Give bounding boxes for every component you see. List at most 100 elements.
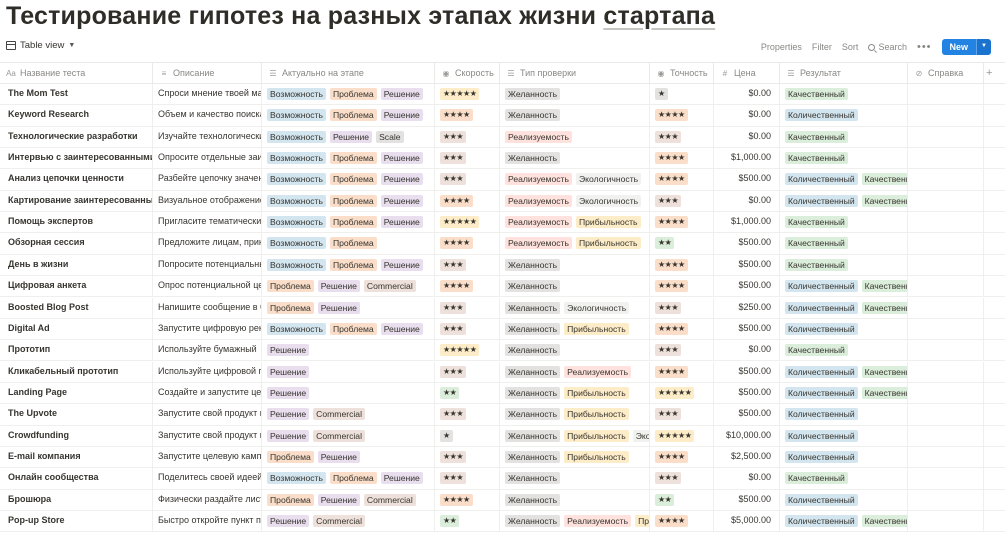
search-button[interactable]: Search — [868, 42, 907, 52]
cell-speed[interactable]: ★★★★ — [435, 276, 500, 298]
table-row[interactable]: Онлайн сообщества Поделитесь своей идеей В… — [0, 468, 1005, 490]
cell-stage[interactable]: Возможность Проблема Решение — [262, 105, 435, 127]
cell-price[interactable]: $500.00 — [714, 254, 780, 276]
new-dropdown-icon[interactable]: ▼ — [976, 39, 991, 55]
cell-stage[interactable]: Возможность Проблема Решение — [262, 468, 435, 490]
cell-name[interactable]: Анализ цепочки ценности — [0, 169, 153, 191]
cell-result[interactable]: Количественный — [780, 105, 908, 127]
cell-result[interactable]: Количественный — [780, 404, 908, 426]
cell-accuracy[interactable]: ★★★★ — [650, 105, 714, 127]
cell-name[interactable]: Помощь экспертов — [0, 212, 153, 234]
cell-result[interactable]: Качественный — [780, 340, 908, 362]
cell-price[interactable]: $0.00 — [714, 468, 780, 490]
cell-name[interactable]: The Upvote — [0, 404, 153, 426]
cell-accuracy[interactable]: ★★★ — [650, 190, 714, 212]
cell-description[interactable]: Попросите потенциальных — [153, 254, 262, 276]
cell-check-type[interactable]: Реализуемость Прибыльность — [500, 233, 650, 255]
cell-result[interactable]: КоличественныйКачественный — [780, 297, 908, 319]
cell-check-type[interactable]: Желанность — [500, 254, 650, 276]
cell-description[interactable]: Запустите целевую кампанию — [153, 446, 262, 468]
cell-check-type[interactable]: Реализуемость Экологичность — [500, 190, 650, 212]
cell-speed[interactable]: ★★ — [435, 511, 500, 532]
cell-speed[interactable]: ★★★ — [435, 254, 500, 276]
table-row[interactable]: Crowdfunding Запустите свой продукт на Реш… — [0, 425, 1005, 447]
cell-price[interactable]: $0.00 — [714, 84, 780, 105]
cell-description[interactable]: Спроси мнение твоей мамы — [153, 84, 262, 105]
cell-reference[interactable] — [908, 404, 984, 426]
table-row[interactable]: Кликабельный прототип Используйте цифрово… — [0, 361, 1005, 383]
cell-description[interactable]: Запустите свой продукт на — [153, 425, 262, 447]
add-column-icon[interactable]: + — [986, 67, 993, 79]
cell-description[interactable]: Создайте и запустите целевую — [153, 382, 262, 404]
cell-check-type[interactable]: Желанность — [500, 489, 650, 511]
cell-speed[interactable]: ★★★★ — [435, 105, 500, 127]
cell-reference[interactable] — [908, 468, 984, 490]
cell-price[interactable]: $250.00 — [714, 297, 780, 319]
cell-reference[interactable] — [908, 340, 984, 362]
cell-check-type[interactable]: ЖеланностьРеализуемостьПрибыльность — [500, 511, 650, 532]
cell-reference[interactable] — [908, 382, 984, 404]
cell-check-type[interactable]: Желанность Прибыльность — [500, 382, 650, 404]
cell-description[interactable]: Опрос потенциальной целевой — [153, 276, 262, 298]
cell-result[interactable]: Количественный — [780, 425, 908, 447]
cell-price[interactable]: $500.00 — [714, 169, 780, 191]
cell-speed[interactable]: ★★★★★ — [435, 212, 500, 234]
filter-button[interactable]: Filter — [811, 42, 832, 52]
cell-price[interactable]: $10,000.00 — [714, 425, 780, 447]
cell-check-type[interactable]: Реализуемость Экологичность — [500, 169, 650, 191]
column-header-reference[interactable]: ⊘ Справка — [908, 63, 984, 84]
column-header-stage[interactable]: ☰ Актуально на этапе — [262, 63, 435, 84]
cell-price[interactable]: $0.00 — [714, 126, 780, 148]
cell-stage[interactable]: Решение Commercial — [262, 404, 435, 426]
cell-description[interactable]: Запустите цифровую рекламу — [153, 318, 262, 340]
properties-button[interactable]: Properties — [760, 42, 802, 52]
cell-stage[interactable]: Решение — [262, 340, 435, 362]
cell-speed[interactable]: ★★★★★ — [435, 84, 500, 105]
cell-check-type[interactable]: Реализуемость — [500, 126, 650, 148]
cell-check-type[interactable]: Желанность Реализуемость — [500, 361, 650, 383]
cell-check-type[interactable]: Желанность — [500, 84, 650, 105]
cell-price[interactable]: $500.00 — [714, 489, 780, 511]
cell-price[interactable]: $500.00 — [714, 276, 780, 298]
cell-result[interactable]: КоличественныйКачественный — [780, 276, 908, 298]
cell-check-type[interactable]: Реализуемость Прибыльность — [500, 212, 650, 234]
cell-price[interactable]: $0.00 — [714, 340, 780, 362]
cell-speed[interactable]: ★★★★★ — [435, 340, 500, 362]
cell-reference[interactable] — [908, 212, 984, 234]
cell-result[interactable]: КоличественныйКачественный — [780, 382, 908, 404]
cell-name[interactable]: Boosted Blog Post — [0, 297, 153, 319]
cell-accuracy[interactable]: ★★★★ — [650, 169, 714, 191]
cell-price[interactable]: $5,000.00 — [714, 511, 780, 532]
cell-reference[interactable] — [908, 84, 984, 105]
cell-description[interactable]: Визуальное отображение — [153, 190, 262, 212]
cell-description[interactable]: Запустите свой продукт на — [153, 404, 262, 426]
cell-reference[interactable] — [908, 511, 984, 532]
cell-result[interactable]: Качественный — [780, 254, 908, 276]
cell-reference[interactable] — [908, 148, 984, 170]
cell-check-type[interactable]: Желанность Прибыльность — [500, 404, 650, 426]
cell-name[interactable]: Кликабельный прототип — [0, 361, 153, 383]
cell-name[interactable]: Обзорная сессия — [0, 233, 153, 255]
table-row[interactable]: Помощь экспертов Пригласите тематических В… — [0, 212, 1005, 234]
cell-reference[interactable] — [908, 446, 984, 468]
cell-stage[interactable]: Проблема Решение — [262, 446, 435, 468]
cell-check-type[interactable]: Желанность Прибыльность — [500, 446, 650, 468]
column-header-speed[interactable]: ◉ Скорость — [435, 63, 500, 84]
cell-price[interactable]: $500.00 — [714, 404, 780, 426]
cell-reference[interactable] — [908, 297, 984, 319]
column-header-accuracy[interactable]: ◉ Точность — [650, 63, 714, 84]
cell-stage[interactable]: Возможность Проблема Решение — [262, 212, 435, 234]
cell-result[interactable]: Качественный — [780, 212, 908, 234]
cell-reference[interactable] — [908, 105, 984, 127]
cell-name[interactable]: Онлайн сообщества — [0, 468, 153, 490]
cell-result[interactable]: КоличественныйКачественный — [780, 361, 908, 383]
cell-accuracy[interactable]: ★★★ — [650, 404, 714, 426]
cell-result[interactable]: КоличественныйКачественный — [780, 511, 908, 532]
cell-result[interactable]: Качественный — [780, 233, 908, 255]
cell-name[interactable]: Картирование заинтересованных сторон — [0, 190, 153, 212]
